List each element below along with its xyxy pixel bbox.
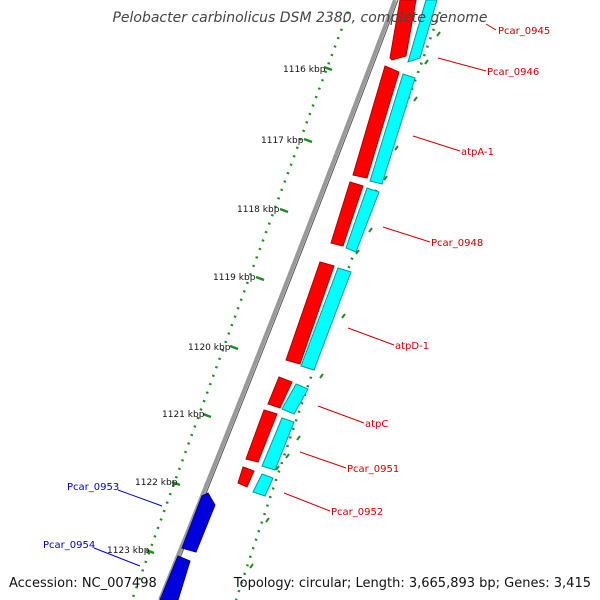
gene-pcar-0945 bbox=[389, 0, 417, 61]
reverse-gene-labels: Pcar_0953 Pcar_0954 bbox=[43, 482, 119, 551]
label-pcar-0952: Pcar_0952 bbox=[331, 507, 383, 518]
tick-1119 bbox=[255, 275, 265, 282]
gene-atpa-1 bbox=[330, 181, 364, 247]
topology-text: Topology: circular; Length: 3,665,893 bp… bbox=[233, 576, 591, 591]
label-pcar-0953: Pcar_0953 bbox=[67, 482, 119, 493]
tick-label-1119: 1119 kbp bbox=[213, 273, 256, 283]
tick-1123 bbox=[145, 548, 155, 555]
label-pcar-0948: Pcar_0948 bbox=[431, 238, 483, 249]
cds-7 bbox=[252, 473, 274, 497]
map-title: Pelobacter carbinolicus DSM 2380, comple… bbox=[112, 10, 487, 26]
tick-label-1118: 1118 kbp bbox=[237, 205, 280, 215]
tick-label-1117: 1117 kbp bbox=[261, 136, 304, 146]
tick-1118 bbox=[279, 207, 289, 214]
inner-ring-ticks bbox=[249, 31, 441, 569]
kbp-tick-labels: 1116 kbp 1117 kbp 1118 kbp 1119 kbp 1120… bbox=[107, 65, 326, 556]
tick-label-1122: 1122 kbp bbox=[135, 478, 178, 488]
gene-atpd-1 bbox=[267, 376, 293, 409]
gene-atpc bbox=[245, 409, 278, 463]
cds-1 bbox=[407, 0, 438, 63]
gene-pcar-0953 bbox=[181, 492, 216, 553]
cds-5 bbox=[281, 383, 309, 415]
reverse-genes bbox=[159, 492, 216, 600]
gene-pcar-0946 bbox=[352, 65, 400, 179]
cds-track bbox=[252, 0, 438, 497]
kbp-ticks bbox=[145, 65, 333, 555]
cds-2 bbox=[369, 73, 416, 185]
label-pcar-0954: Pcar_0954 bbox=[43, 540, 95, 551]
tick-1116 bbox=[323, 65, 333, 72]
cds-6 bbox=[261, 417, 295, 471]
label-pcar-0945: Pcar_0945 bbox=[498, 26, 550, 37]
label-atpa-1: atpA-1 bbox=[461, 147, 494, 158]
gene-pcar-0951 bbox=[237, 466, 255, 488]
reverse-label-leaders bbox=[93, 489, 163, 567]
forward-label-leaders bbox=[283, 23, 497, 512]
tick-1121 bbox=[202, 412, 212, 419]
label-atpc: atpC bbox=[365, 419, 388, 430]
tick-label-1121: 1121 kbp bbox=[162, 410, 205, 420]
label-atpd-1: atpD-1 bbox=[395, 341, 429, 352]
cds-3 bbox=[345, 187, 380, 253]
tick-label-1116: 1116 kbp bbox=[283, 65, 326, 75]
label-pcar-0946: Pcar_0946 bbox=[487, 67, 539, 78]
forward-genes bbox=[237, 0, 417, 488]
tick-1120 bbox=[229, 344, 239, 351]
accession-text: Accession: NC_007498 bbox=[9, 576, 157, 591]
cds-4 bbox=[300, 267, 352, 371]
tick-label-1123: 1123 kbp bbox=[107, 546, 150, 556]
forward-gene-labels: Pcar_0945 Pcar_0946 atpA-1 Pcar_0948 atp… bbox=[331, 26, 550, 518]
tick-1122 bbox=[171, 480, 181, 487]
gene-pcar-0948 bbox=[285, 261, 335, 365]
label-pcar-0951: Pcar_0951 bbox=[347, 464, 399, 475]
tick-1117 bbox=[303, 137, 313, 144]
gene-pcar-0954 bbox=[159, 555, 191, 600]
tick-label-1120: 1120 kbp bbox=[188, 343, 231, 353]
